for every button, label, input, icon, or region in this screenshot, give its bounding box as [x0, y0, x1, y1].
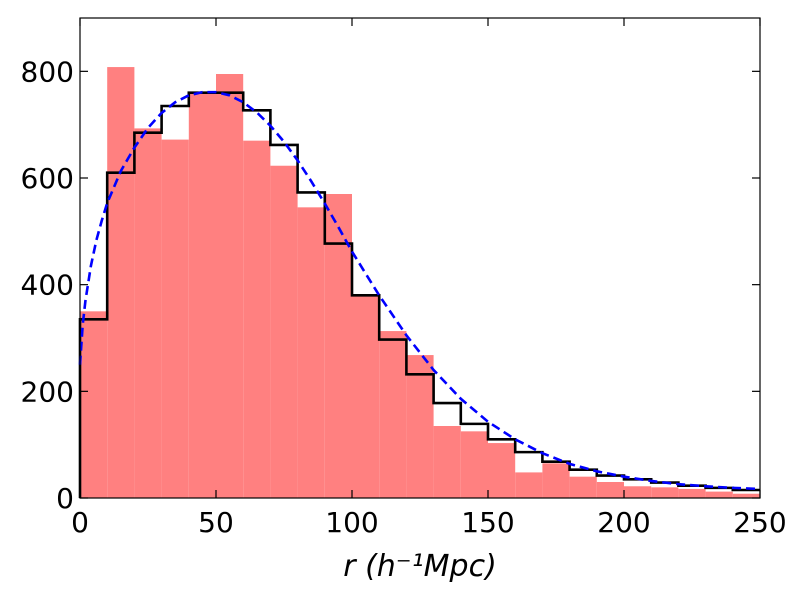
x-axis-label: r (h⁻¹Mpc): [343, 549, 497, 584]
histogram-bar: [107, 67, 135, 499]
histogram-bar: [406, 355, 434, 498]
histogram-bar: [705, 491, 733, 498]
x-tick-label: 250: [733, 506, 786, 539]
histogram-bar: [297, 207, 325, 499]
histogram-bar: [80, 311, 108, 498]
x-tick-label: 200: [597, 506, 650, 539]
histogram-bar: [569, 476, 597, 498]
x-tick-label: 50: [198, 506, 234, 539]
histogram-bar: [624, 486, 652, 498]
histogram-bar: [460, 431, 488, 498]
filled-histogram-bars: [80, 67, 760, 499]
histogram-bar: [732, 493, 760, 498]
step-histogram: [78, 91, 760, 498]
fit-curve: [78, 90, 761, 491]
histogram-bar: [379, 331, 407, 498]
x-tick-label: 100: [325, 506, 378, 539]
plot-frame: [79, 17, 761, 499]
histogram-bar: [651, 487, 679, 498]
histogram-bar: [243, 140, 271, 498]
y-tick-label: 400: [21, 269, 74, 302]
dashed-fit-curve: [78, 90, 761, 491]
histogram-bar: [488, 443, 516, 498]
histogram-bar: [542, 463, 570, 498]
y-tick-label: 600: [21, 162, 74, 195]
histogram-bar: [596, 482, 624, 498]
y-tick-label: 0: [56, 482, 74, 515]
axis-ticks: [79, 18, 761, 499]
histogram-bar: [324, 194, 352, 498]
tick-labels: 0 50 100 150 200 250 0 200 400 600 800: [21, 55, 787, 539]
histogram-bar: [352, 295, 380, 498]
histogram-bar: [515, 472, 543, 498]
histogram-bar: [188, 92, 216, 499]
histogram-bar: [433, 426, 461, 498]
y-tick-label: 200: [21, 375, 74, 408]
histogram-bar: [270, 165, 298, 498]
y-tick-label: 800: [21, 55, 74, 88]
x-tick-label: 150: [461, 506, 514, 539]
x-tick-label: 0: [71, 506, 89, 539]
histogram-bar: [678, 488, 706, 498]
histogram-bar: [161, 139, 189, 498]
step-histogram-line: [78, 91, 760, 498]
histogram-bar: [134, 128, 162, 498]
histogram-bar: [216, 74, 244, 498]
